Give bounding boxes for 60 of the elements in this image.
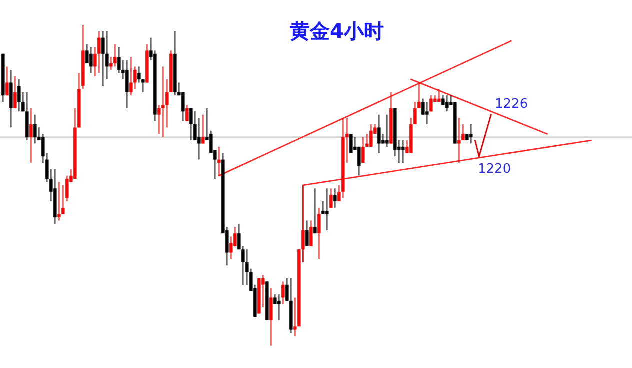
candlestick xyxy=(18,79,21,112)
candlestick xyxy=(98,30,101,74)
candlestick xyxy=(386,114,389,148)
candlestick xyxy=(62,184,65,215)
candlestick xyxy=(58,182,61,222)
candlestick xyxy=(458,118,461,164)
candlestick xyxy=(378,114,381,154)
candlestick xyxy=(310,220,313,247)
candlestick xyxy=(186,104,189,122)
annotation: 1220 xyxy=(478,162,512,177)
candlestick xyxy=(182,92,185,122)
candlestick xyxy=(294,297,297,337)
candlestick xyxy=(306,220,309,247)
candlestick xyxy=(314,188,317,234)
candlestick xyxy=(414,102,417,125)
candlestick xyxy=(246,249,249,286)
candlestick xyxy=(446,95,449,112)
candlestick xyxy=(138,66,141,84)
candlestick xyxy=(282,281,285,305)
candlestick xyxy=(190,108,193,142)
candlestick xyxy=(362,136,365,164)
candlestick xyxy=(126,60,129,109)
candlestick xyxy=(90,46,93,74)
candlestick xyxy=(198,118,201,160)
candlestick xyxy=(402,140,405,164)
annotation: 1226 xyxy=(495,97,528,112)
candlestick xyxy=(334,188,337,208)
candlestick xyxy=(14,76,17,109)
candlestick xyxy=(114,44,117,68)
candlestick xyxy=(438,88,441,103)
candlestick xyxy=(350,134,353,154)
candlestick xyxy=(426,102,429,125)
candlestick xyxy=(326,188,329,231)
candlestick xyxy=(230,236,233,260)
candlestick xyxy=(370,124,373,148)
candlestick xyxy=(270,288,273,346)
candlestick xyxy=(106,30,109,80)
chart-title: 黄金4小时 xyxy=(289,19,384,43)
candlestick xyxy=(162,66,165,138)
candlestick xyxy=(358,146,361,176)
candlestick xyxy=(318,207,321,260)
candlestick xyxy=(418,82,421,109)
candlestick xyxy=(166,79,169,128)
candlestick xyxy=(134,66,137,90)
candlestick xyxy=(322,200,325,215)
candlestick xyxy=(66,175,69,202)
candlestick xyxy=(462,124,465,142)
candlestick xyxy=(202,114,205,144)
candlestick xyxy=(366,134,369,148)
candlestick xyxy=(30,108,33,164)
candlestick xyxy=(330,188,333,208)
candlestick xyxy=(278,294,281,321)
candlestick xyxy=(142,79,145,93)
candlestick xyxy=(130,56,133,96)
candlestick xyxy=(34,114,37,144)
candlestick xyxy=(470,124,473,144)
candlestick xyxy=(430,95,433,112)
candlestick xyxy=(6,66,9,96)
candlestick xyxy=(102,30,105,86)
candlestick xyxy=(218,146,221,176)
